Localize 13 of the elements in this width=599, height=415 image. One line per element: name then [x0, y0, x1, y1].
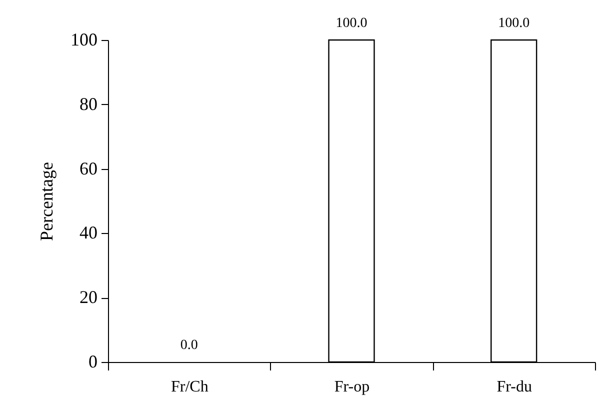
x-tick-label: Fr-op — [334, 378, 370, 396]
y-tick-label: 80 — [80, 94, 98, 114]
y-tick-label: 20 — [80, 287, 98, 308]
x-tick-label: Fr/Ch — [170, 378, 208, 396]
data-label: 0.0 — [180, 338, 198, 353]
y-tick-label: 0 — [88, 352, 98, 372]
y-axis-title: Percentage — [36, 162, 56, 241]
data-label: 100.0 — [336, 16, 368, 31]
data-label: 100.0 — [498, 16, 530, 31]
y-tick-label: 40 — [80, 222, 98, 243]
y-tick-label: 100 — [70, 30, 98, 50]
y-tick-label: 60 — [80, 158, 98, 178]
x-tick-label: Fr-du — [496, 378, 532, 396]
